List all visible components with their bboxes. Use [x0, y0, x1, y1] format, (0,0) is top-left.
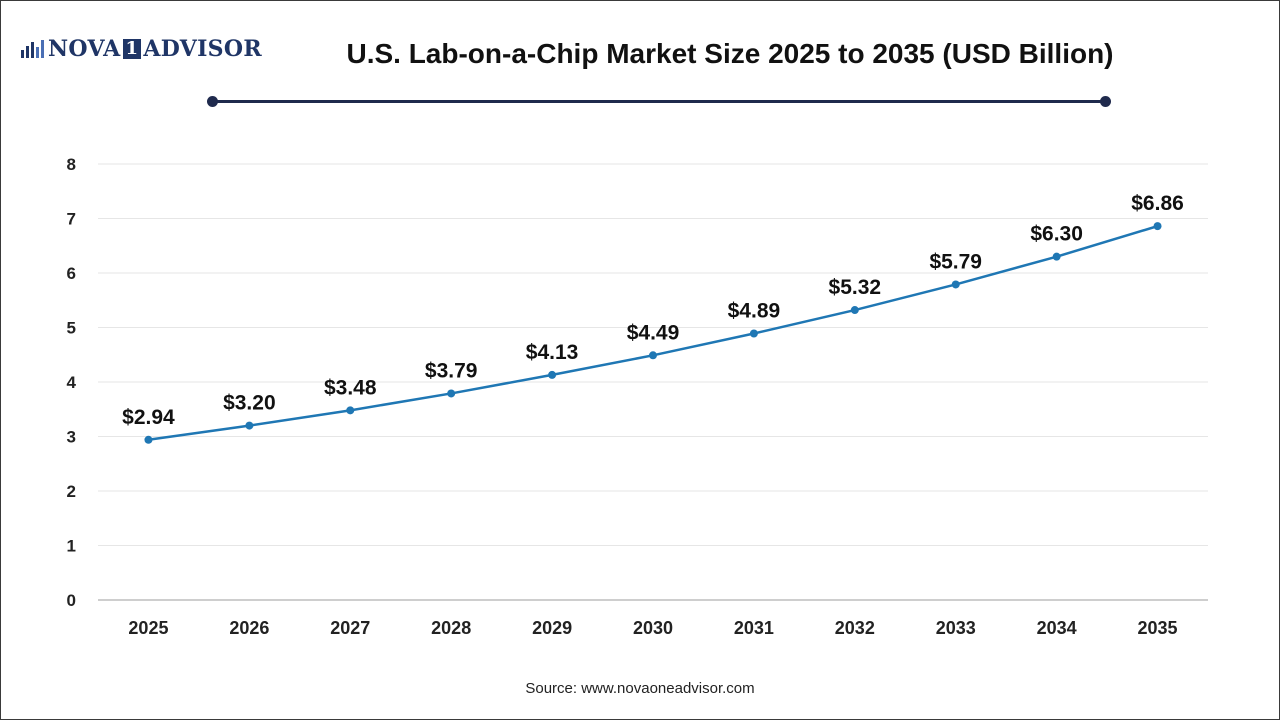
y-tick-label: 1: [67, 537, 76, 556]
title-underline: [212, 100, 1106, 103]
brand-logo: NOVA 1 ADVISOR: [20, 36, 262, 62]
data-label: $3.48: [324, 376, 377, 399]
logo-text-right: ADVISOR: [143, 36, 262, 62]
x-tick-label: 2025: [128, 618, 168, 638]
title-underline-left-dot: [207, 96, 218, 107]
data-point: [1153, 222, 1162, 231]
data-label: $2.94: [122, 406, 175, 429]
x-tick-label: 2027: [330, 618, 370, 638]
bar-graph-icon: [21, 40, 44, 58]
data-point: [850, 306, 859, 315]
x-tick-label: 2032: [835, 618, 875, 638]
logo-text-box: 1: [122, 39, 142, 59]
data-label: $3.20: [223, 392, 276, 415]
x-tick-label: 2034: [1037, 618, 1077, 638]
y-tick-label: 7: [67, 210, 76, 229]
data-label: $4.13: [526, 341, 579, 364]
data-point: [245, 421, 254, 430]
data-point: [346, 406, 355, 415]
data-point: [1052, 252, 1061, 261]
y-tick-label: 2: [67, 482, 76, 501]
data-label: $4.89: [728, 299, 781, 322]
data-point: [649, 351, 657, 360]
data-label: $4.49: [627, 321, 680, 344]
y-tick-label: 5: [67, 319, 76, 338]
title-underline-right-dot: [1100, 96, 1111, 107]
y-tick-label: 8: [67, 155, 76, 174]
data-label: $6.30: [1030, 223, 1083, 246]
y-tick-label: 6: [67, 264, 76, 283]
x-tick-label: 2026: [229, 618, 269, 638]
y-tick-label: 0: [67, 591, 76, 610]
data-label: $5.79: [929, 250, 982, 273]
y-tick-label: 3: [67, 428, 76, 447]
data-point: [447, 389, 456, 398]
y-tick-label: 4: [67, 373, 77, 392]
chart-title: U.S. Lab-on-a-Chip Market Size 2025 to 2…: [346, 38, 1114, 69]
x-tick-label: 2028: [431, 618, 471, 638]
data-point: [144, 435, 153, 444]
x-tick-label: 2035: [1138, 618, 1178, 638]
data-label: $3.79: [425, 359, 478, 382]
data-point: [951, 280, 960, 289]
data-label: $5.32: [829, 276, 882, 299]
x-tick-label: 2030: [633, 618, 673, 638]
data-point: [749, 329, 758, 338]
logo-text-left: NOVA: [48, 36, 121, 62]
x-tick-label: 2033: [936, 618, 976, 638]
x-tick-label: 2029: [532, 618, 572, 638]
source-note: Source: www.novaoneadvisor.com: [525, 680, 755, 697]
data-label: $6.86: [1131, 192, 1184, 215]
x-tick-label: 2031: [734, 618, 774, 638]
data-point: [548, 370, 557, 379]
